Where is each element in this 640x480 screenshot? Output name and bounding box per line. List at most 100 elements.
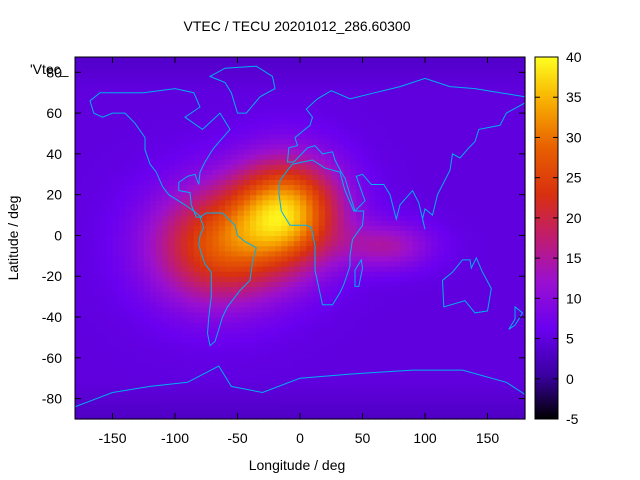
heatmap-cell <box>481 240 489 247</box>
heatmap-cell <box>475 148 482 155</box>
heatmap-cell <box>75 332 82 339</box>
heatmap-cell <box>412 276 420 282</box>
heatmap-cell <box>368 107 376 114</box>
heatmap-cell <box>125 174 132 180</box>
heatmap-cell <box>281 342 289 349</box>
heatmap-cell <box>231 148 239 155</box>
heatmap-cell <box>356 194 364 201</box>
heatmap-cell <box>143 255 151 262</box>
heatmap-cell <box>400 153 407 160</box>
heatmap-cell <box>106 240 114 247</box>
heatmap-cell <box>375 92 382 99</box>
heatmap-cell <box>306 113 314 119</box>
heatmap-cell <box>481 276 489 282</box>
heatmap-cell <box>343 148 351 155</box>
heatmap-cell <box>218 240 226 247</box>
heatmap-cell <box>418 92 426 99</box>
heatmap-cell <box>343 322 351 328</box>
heatmap-cell <box>481 286 489 293</box>
heatmap-cell <box>393 77 401 84</box>
heatmap-cell <box>468 337 476 344</box>
heatmap-cell <box>250 225 257 231</box>
heatmap-cell <box>393 413 401 420</box>
heatmap-cell <box>381 204 389 211</box>
heatmap-cell <box>281 77 289 84</box>
heatmap-cell <box>331 373 339 379</box>
heatmap-cell <box>162 92 170 99</box>
heatmap-cell <box>381 322 389 328</box>
heatmap-cell <box>512 271 520 277</box>
heatmap-cell <box>250 378 257 384</box>
heatmap-cell <box>387 317 395 323</box>
heatmap-cell <box>375 148 382 155</box>
heatmap-cell <box>187 97 195 104</box>
heatmap-cell <box>437 245 445 252</box>
heatmap-cell <box>206 393 214 400</box>
heatmap-cell <box>137 184 145 191</box>
heatmap-cell <box>262 357 270 364</box>
heatmap-cell <box>356 133 364 140</box>
heatmap-cell <box>406 179 414 186</box>
heatmap-cell <box>462 357 470 364</box>
heatmap-cell <box>406 311 414 318</box>
heatmap-cell <box>331 250 339 257</box>
heatmap-cell <box>287 164 295 170</box>
heatmap-cell <box>75 118 82 124</box>
heatmap-cell <box>331 169 339 175</box>
heatmap-cell <box>106 189 114 196</box>
heatmap-cell <box>450 204 457 211</box>
heatmap-cell <box>406 77 414 84</box>
heatmap-cell <box>225 138 232 145</box>
heatmap-cell <box>193 337 201 344</box>
heatmap-cell <box>75 357 82 364</box>
heatmap-cell <box>518 393 526 400</box>
heatmap-cell <box>506 403 514 410</box>
heatmap-cell <box>112 118 120 124</box>
heatmap-cell <box>306 169 314 175</box>
heatmap-cell <box>206 388 214 395</box>
heatmap-cell <box>406 337 414 344</box>
heatmap-cell <box>206 413 214 420</box>
heatmap-cell <box>337 153 345 160</box>
heatmap-cell <box>437 403 445 410</box>
heatmap-cell <box>512 72 520 78</box>
heatmap-cell <box>75 291 82 298</box>
heatmap-cell <box>112 230 120 237</box>
heatmap-cell <box>518 133 526 140</box>
heatmap-cell <box>143 260 151 267</box>
heatmap-cell <box>431 306 439 313</box>
heatmap-cell <box>93 301 101 308</box>
heatmap-cell <box>300 102 307 109</box>
heatmap-cell <box>506 398 514 405</box>
heatmap-cell <box>468 357 476 364</box>
heatmap-cell <box>287 87 295 94</box>
heatmap-cell <box>500 286 507 293</box>
heatmap-cell <box>150 357 157 364</box>
heatmap-cell <box>300 347 307 354</box>
heatmap-cell <box>393 383 401 390</box>
heatmap-cell <box>106 184 114 191</box>
heatmap-cell <box>425 138 432 145</box>
heatmap-cell <box>125 62 132 68</box>
heatmap-cell <box>318 225 326 231</box>
heatmap-cell <box>506 388 514 395</box>
heatmap-cell <box>87 311 95 318</box>
heatmap-cell <box>406 368 414 374</box>
heatmap-cell <box>487 230 495 237</box>
heatmap-cell <box>237 189 245 196</box>
heatmap-cell <box>437 204 445 211</box>
heatmap-cell <box>118 413 126 420</box>
heatmap-cell <box>406 143 414 150</box>
heatmap-cell <box>475 199 482 206</box>
heatmap-cell <box>500 128 507 135</box>
heatmap-cell <box>362 128 370 135</box>
heatmap-cell <box>325 148 332 155</box>
heatmap-cell <box>193 393 201 400</box>
heatmap-cell <box>168 215 176 221</box>
heatmap-cell <box>293 102 301 109</box>
heatmap-cell <box>100 113 107 119</box>
heatmap-cell <box>362 164 370 170</box>
heatmap-cell <box>218 332 226 339</box>
heatmap-cell <box>250 271 257 277</box>
heatmap-cell <box>100 373 107 379</box>
